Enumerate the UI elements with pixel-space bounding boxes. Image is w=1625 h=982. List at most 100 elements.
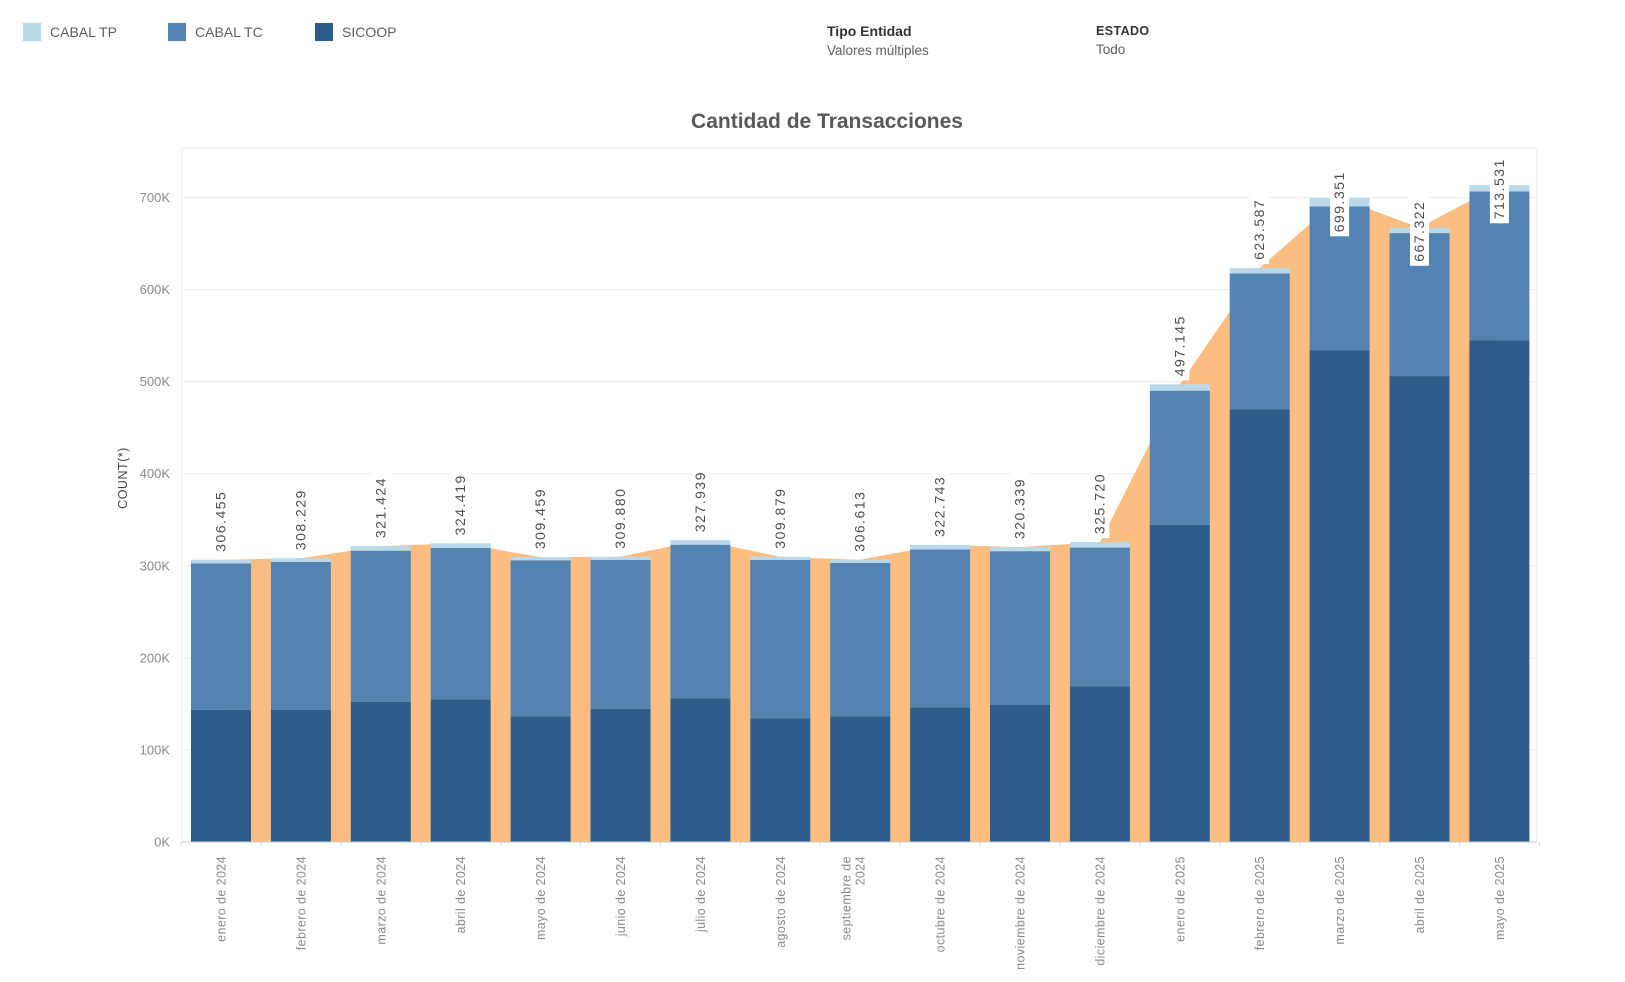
y-tick-label: 100K [140,742,171,757]
value-label-background [371,469,391,543]
filter-tipo-entidad-label: Tipo Entidad [827,23,912,39]
bar-segment-sicoop[interactable] [191,710,251,842]
value-label: 309.879 [772,488,788,549]
value-label-background [291,481,311,555]
legend-swatch-icon [315,22,333,41]
bar-segment-sicoop[interactable] [750,718,811,842]
value-label-background [451,466,471,540]
bar-segment-sicoop[interactable] [1229,409,1290,842]
x-tick-label: julio de 2024 [694,856,708,933]
x-tick-label: mayo de 2025 [1493,856,1507,940]
legend-item-cabal-tp[interactable]: CABAL TP [23,22,117,41]
legend-item-label: CABAL TP [50,23,117,40]
bar-segment-cabal-tp[interactable] [1229,267,1290,274]
value-label-background [690,463,710,537]
x-tick-label: septiembre de [840,856,854,940]
bar-segment-cabal-tc[interactable] [430,547,491,700]
bar-segment-cabal-tp[interactable] [910,544,971,550]
value-label-background [1250,191,1270,264]
x-tick-label: agosto de 2024 [774,856,788,948]
y-axis-title: COUNT(*) [116,447,130,509]
bar-segment-cabal-tp[interactable] [430,543,491,548]
bar-segment-sicoop[interactable] [590,709,651,842]
x-tick-label: enero de 2024 [215,856,229,942]
value-label: 325.720 [1091,473,1107,534]
filter-estado[interactable]: ESTADO Todo [1096,24,1150,57]
bar-segment-cabal-tp[interactable] [830,559,891,563]
bar-segment-cabal-tc[interactable] [270,561,331,710]
bar-segment-sicoop[interactable] [510,716,571,842]
bar-segment-cabal-tc[interactable] [910,549,971,708]
x-tick-label: 2024 [854,856,868,885]
y-tick-label: 400K [140,466,171,481]
value-label: 306.613 [852,491,868,552]
value-label-background [1410,193,1429,266]
bar-segment-sicoop[interactable] [1149,524,1210,842]
bar-segment-cabal-tc[interactable] [830,562,891,717]
x-tick-label: febrero de 2024 [294,856,308,950]
filter-estado-value[interactable]: Todo [1096,42,1126,57]
bar-segment-sicoop[interactable] [270,710,331,842]
legend-item-cabal-tc[interactable]: CABAL TC [168,22,263,41]
x-tick-label: abril de 2024 [454,856,468,933]
bar-segment-sicoop[interactable] [1069,686,1130,842]
x-tick-label: marzo de 2025 [1333,856,1347,945]
bar-segment-cabal-tc[interactable] [350,550,411,702]
value-label: 308.229 [292,489,308,550]
legend-item-label: CABAL TC [195,23,263,40]
bar-segment-sicoop[interactable] [1309,350,1370,842]
x-tick-label: abril de 2025 [1413,856,1427,933]
bar-segment-cabal-tc[interactable] [1229,273,1290,410]
bar-segment-sicoop[interactable] [990,705,1050,842]
bar-segment-cabal-tc[interactable] [590,559,651,709]
value-label-background [611,480,630,553]
bar-segment-cabal-tp[interactable] [270,558,331,562]
x-tick-label: junio de 2024 [614,856,628,937]
legend-item-sicoop[interactable]: SICOOP [315,22,396,41]
bar-segment-sicoop[interactable] [430,699,491,842]
value-label-background [850,483,870,556]
value-label: 309.880 [612,488,628,549]
value-label: 667.322 [1411,201,1427,262]
bar-segment-cabal-tp[interactable] [670,540,731,545]
bar-segment-cabal-tp[interactable] [990,547,1050,552]
bar-segment-sicoop[interactable] [350,701,411,842]
bar-segment-cabal-tc[interactable] [1069,547,1130,687]
filter-tipo-entidad[interactable]: Tipo Entidad Valores múltiples [827,23,929,58]
bar-segment-sicoop[interactable] [670,698,731,842]
y-tick-label: 200K [140,650,171,665]
bar-segment-cabal-tp[interactable] [191,559,251,564]
value-label-background [1489,150,1509,224]
filter-tipo-entidad-value[interactable]: Valores múltiples [827,43,929,58]
bar-segment-cabal-tp[interactable] [510,557,571,561]
bar-segment-cabal-tc[interactable] [750,559,811,719]
value-label: 309.459 [532,488,548,549]
chart-title: Cantidad de Transacciones [691,110,963,133]
value-label-background [211,483,231,556]
value-label-background [930,468,950,541]
bar-segment-cabal-tp[interactable] [750,556,811,560]
bar-segment-sicoop[interactable] [910,707,971,842]
legend-swatch-icon [23,22,41,41]
bar-segment-sicoop[interactable] [1389,376,1450,842]
x-tick-label: marzo de 2024 [374,856,388,945]
value-label-background [1170,307,1190,381]
value-label: 699.351 [1331,171,1347,232]
value-label-background [1090,465,1110,539]
legend-item-label: SICOOP [342,23,397,40]
value-label: 306.455 [213,491,229,552]
bar-segment-sicoop[interactable] [830,716,891,842]
bar-segment-cabal-tp[interactable] [350,546,411,551]
bar-segment-sicoop[interactable] [1469,340,1530,842]
value-label-background [1330,163,1350,237]
bar-segment-cabal-tp[interactable] [1149,384,1210,391]
bar-segment-cabal-tc[interactable] [510,560,571,717]
bar-segment-cabal-tc[interactable] [670,544,731,699]
value-label: 320.339 [1012,478,1028,539]
bar-segment-cabal-tc[interactable] [990,551,1050,705]
bar-segment-cabal-tp[interactable] [590,556,651,560]
bar-segment-cabal-tc[interactable] [1149,390,1210,525]
bar-segment-cabal-tp[interactable] [1069,542,1130,548]
bar-segment-cabal-tc[interactable] [191,563,251,710]
